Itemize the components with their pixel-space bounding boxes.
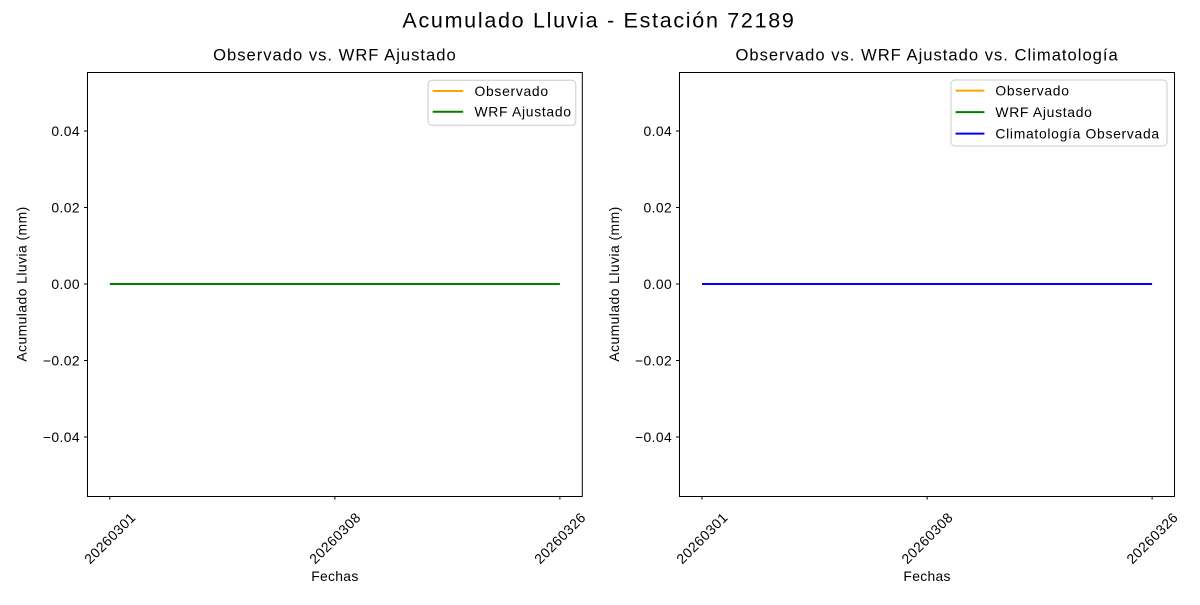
svg-text:WRF Ajustado: WRF Ajustado <box>995 104 1092 120</box>
svg-text:WRF Ajustado: WRF Ajustado <box>475 104 572 120</box>
svg-text:Observado: Observado <box>475 83 549 99</box>
svg-text:0.02: 0.02 <box>51 199 80 215</box>
svg-text:Acumulado Lluvia (mm): Acumulado Lluvia (mm) <box>14 206 30 361</box>
svg-text:−0.02: −0.02 <box>43 352 80 368</box>
svg-text:Acumulado Lluvia - Estación 72: Acumulado Lluvia - Estación 72189 <box>402 9 795 33</box>
svg-text:0.00: 0.00 <box>51 276 80 292</box>
svg-text:−0.04: −0.04 <box>635 429 672 445</box>
svg-text:Fechas: Fechas <box>903 568 950 584</box>
svg-text:Acumulado Lluvia (mm): Acumulado Lluvia (mm) <box>606 206 622 361</box>
svg-text:Observado: Observado <box>995 83 1069 99</box>
svg-text:0.00: 0.00 <box>644 276 673 292</box>
svg-text:Observado vs. WRF Ajustado: Observado vs. WRF Ajustado <box>213 45 457 64</box>
svg-text:0.04: 0.04 <box>644 123 673 139</box>
svg-text:−0.02: −0.02 <box>635 352 672 368</box>
svg-text:Observado vs. WRF Ajustado vs.: Observado vs. WRF Ajustado vs. Climatolo… <box>735 45 1118 64</box>
svg-text:Climatología Observada: Climatología Observada <box>995 126 1159 142</box>
svg-text:0.04: 0.04 <box>51 123 80 139</box>
svg-text:−0.04: −0.04 <box>43 429 80 445</box>
svg-text:Fechas: Fechas <box>311 568 358 584</box>
svg-text:0.02: 0.02 <box>644 199 673 215</box>
